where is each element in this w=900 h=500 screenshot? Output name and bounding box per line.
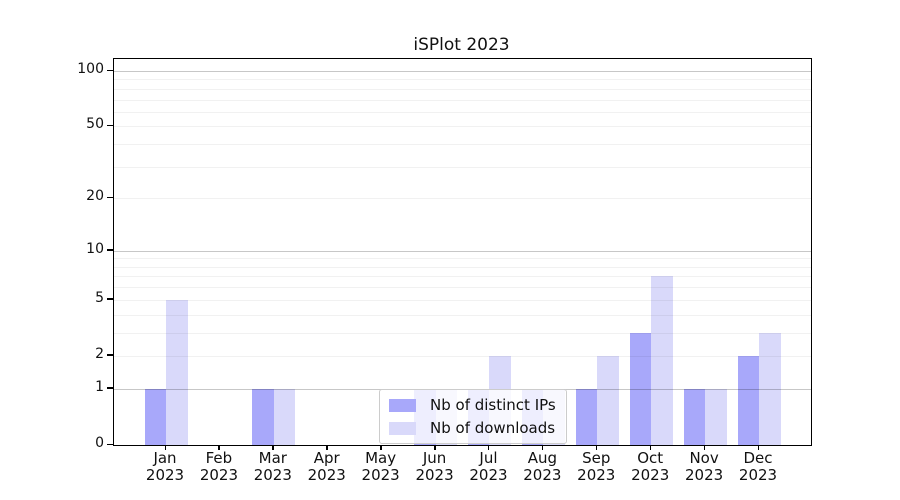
x-tick-mark (218, 445, 220, 450)
y-tick-mark (107, 249, 113, 251)
x-tick-mark (164, 445, 166, 450)
minor-gridline (114, 314, 811, 316)
bar-downloads (651, 276, 673, 445)
bar-distinct-ips (629, 332, 652, 445)
y-tick-label: 100 (77, 61, 104, 77)
legend-swatch-distinct-ips (389, 398, 416, 412)
bar-downloads (705, 388, 727, 445)
minor-gridline (114, 99, 811, 101)
legend-swatch-downloads (389, 421, 416, 435)
y-tick-mark (107, 124, 113, 127)
bar-downloads (759, 332, 781, 445)
minor-gridline (114, 88, 811, 90)
y-tick-mark (107, 196, 113, 199)
y-tick-label: 20 (86, 188, 104, 205)
legend-entry-downloads: Nb of downloads (389, 419, 556, 437)
bar-downloads (273, 388, 296, 445)
x-tick-mark (380, 445, 382, 450)
x-tick-label: Jun 2023 (415, 449, 454, 484)
y-tick-label: 50 (86, 116, 104, 133)
minor-gridline (114, 287, 811, 289)
x-tick-mark (541, 445, 544, 450)
x-tick-label: Jul 2023 (469, 449, 508, 484)
legend-entry-distinct-ips: Nb of distinct IPs (389, 396, 556, 414)
y-tick-label: 1 (95, 378, 104, 395)
x-tick-label: May 2023 (361, 449, 400, 484)
bar-distinct-ips (144, 388, 166, 445)
y-tick-mark (107, 298, 113, 300)
x-tick-label: Dec 2023 (738, 449, 778, 484)
minor-gridline (114, 276, 811, 278)
minor-gridline (114, 266, 811, 268)
bar-downloads (166, 299, 188, 445)
minor-gridline (114, 79, 811, 81)
x-tick-mark (326, 445, 328, 450)
x-tick-mark (434, 445, 436, 450)
y-tick-mark (107, 354, 113, 356)
legend-label: Nb of distinct IPs (430, 396, 556, 414)
x-tick-label: Mar 2023 (253, 449, 292, 484)
x-tick-mark (649, 445, 652, 450)
y-tick-label: 0 (95, 435, 104, 451)
x-tick-mark (272, 445, 274, 450)
minor-gridline (114, 355, 811, 357)
major-gridline (114, 71, 811, 72)
x-tick-label: Feb 2023 (199, 449, 238, 484)
minor-gridline (114, 332, 811, 334)
x-tick-mark (703, 445, 706, 450)
major-gridline (114, 250, 811, 252)
y-tick-label: 10 (86, 240, 104, 257)
legend-label: Nb of downloads (430, 419, 556, 437)
y-tick-label: 2 (95, 345, 104, 362)
x-tick-label: Jan 2023 (145, 449, 185, 484)
y-tick-mark (107, 69, 113, 71)
minor-gridline (114, 111, 811, 113)
chart-title: iSPlot 2023 (413, 35, 510, 55)
y-tick-mark (107, 443, 113, 445)
x-tick-mark (487, 445, 490, 450)
x-tick-label: Aug 2023 (523, 449, 562, 484)
x-tick-label: Apr 2023 (307, 449, 346, 484)
y-tick-label: 5 (95, 289, 104, 306)
x-tick-mark (757, 445, 759, 450)
bar-distinct-ips (252, 388, 274, 445)
minor-gridline (114, 198, 811, 200)
x-tick-label: Oct 2023 (631, 449, 670, 484)
minor-gridline (114, 126, 811, 128)
bar-distinct-ips (737, 355, 759, 445)
x-tick-label: Sep 2023 (577, 449, 616, 484)
minor-gridline (114, 258, 811, 260)
minor-gridline (114, 166, 811, 168)
plot-area: Nb of distinct IPs Nb of downloads (113, 58, 812, 446)
bar-distinct-ips (575, 388, 598, 445)
minor-gridline (114, 299, 811, 301)
x-tick-mark (595, 445, 598, 450)
minor-gridline (114, 144, 811, 146)
bar-distinct-ips (683, 388, 706, 445)
bar-downloads (597, 355, 619, 445)
y-tick-mark (107, 387, 113, 389)
legend: Nb of distinct IPs Nb of downloads (379, 389, 567, 444)
x-tick-label: Nov 2023 (684, 449, 724, 484)
